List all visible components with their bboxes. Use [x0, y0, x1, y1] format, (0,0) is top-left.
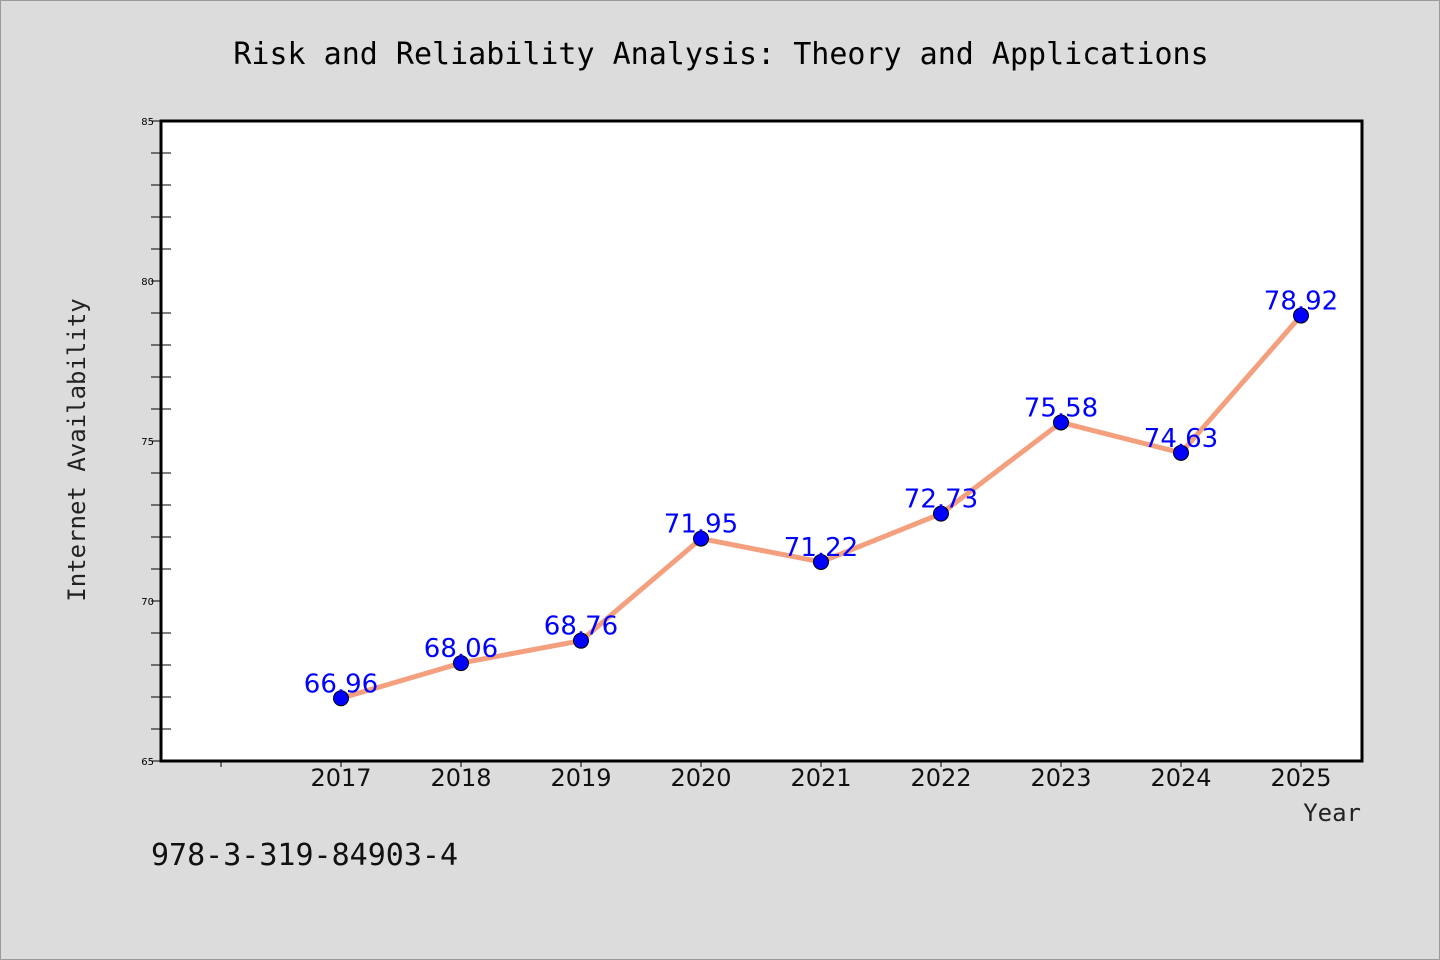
y-axis-label: Internet Availability	[63, 298, 91, 601]
series-line-segment	[578, 536, 704, 644]
data-label: 68.76	[544, 612, 618, 642]
data-point	[453, 655, 469, 672]
x-tick-label: 2022	[910, 764, 971, 792]
series-line-segment	[1058, 419, 1184, 456]
data-point	[693, 530, 709, 547]
series-line-segment	[698, 536, 824, 565]
data-label: 74.63	[1144, 424, 1218, 454]
y-axis-tick-labels: 65 70 75 80 85	[141, 117, 154, 768]
data-point	[933, 505, 949, 522]
y-tick-label: 65	[141, 757, 154, 768]
y-axis-ticks	[151, 120, 171, 762]
x-tick-label: 2021	[790, 764, 851, 792]
isbn-text: 978-3-319-84903-4	[151, 838, 458, 873]
chart-title: Risk and Reliability Analysis: Theory an…	[233, 37, 1208, 72]
data-point	[1173, 444, 1189, 461]
series-markers	[333, 307, 1309, 707]
x-tick-label: 2020	[670, 764, 731, 792]
x-axis-label: Year	[1303, 799, 1361, 827]
x-tick-label: 2024	[1150, 764, 1211, 792]
y-tick-label: 75	[141, 437, 154, 448]
data-label: 71.95	[664, 510, 738, 540]
data-point	[1053, 414, 1069, 431]
series-line-segment	[818, 511, 944, 565]
data-label: 68.06	[424, 634, 498, 664]
series-line-segment	[458, 638, 584, 666]
data-point	[1293, 307, 1309, 324]
x-axis-tick-labels: 2017 2018 2019 2020 2021 2022 2023 2024 2025	[310, 764, 1331, 792]
data-label: 78.92	[1264, 287, 1338, 317]
x-tick-label: 2025	[1270, 764, 1331, 792]
x-tick-label: 2017	[310, 764, 371, 792]
data-label: 75.58	[1024, 393, 1098, 423]
x-tick-label: 2023	[1030, 764, 1091, 792]
data-point	[573, 632, 589, 649]
x-tick-label: 2019	[550, 764, 611, 792]
data-labels: 66.96 68.06 68.76 71.95 71.22 72.73 75.58 74.63…	[304, 287, 1338, 700]
data-label: 66.96	[304, 669, 378, 699]
y-tick-label: 85	[141, 117, 154, 128]
data-label: 71.22	[784, 533, 858, 563]
series-line-segment	[1178, 313, 1304, 456]
data-point	[813, 553, 829, 570]
data-point	[333, 690, 349, 707]
series-lines	[338, 313, 1304, 701]
series-line-segment	[338, 660, 464, 701]
y-tick-label: 70	[141, 597, 154, 608]
data-label: 72.73	[904, 485, 978, 515]
y-tick-label: 80	[141, 277, 154, 288]
x-tick-label: 2018	[430, 764, 491, 792]
plot-frame	[159, 119, 1364, 763]
plot-area	[161, 121, 1362, 761]
series-line-segment	[938, 419, 1064, 517]
